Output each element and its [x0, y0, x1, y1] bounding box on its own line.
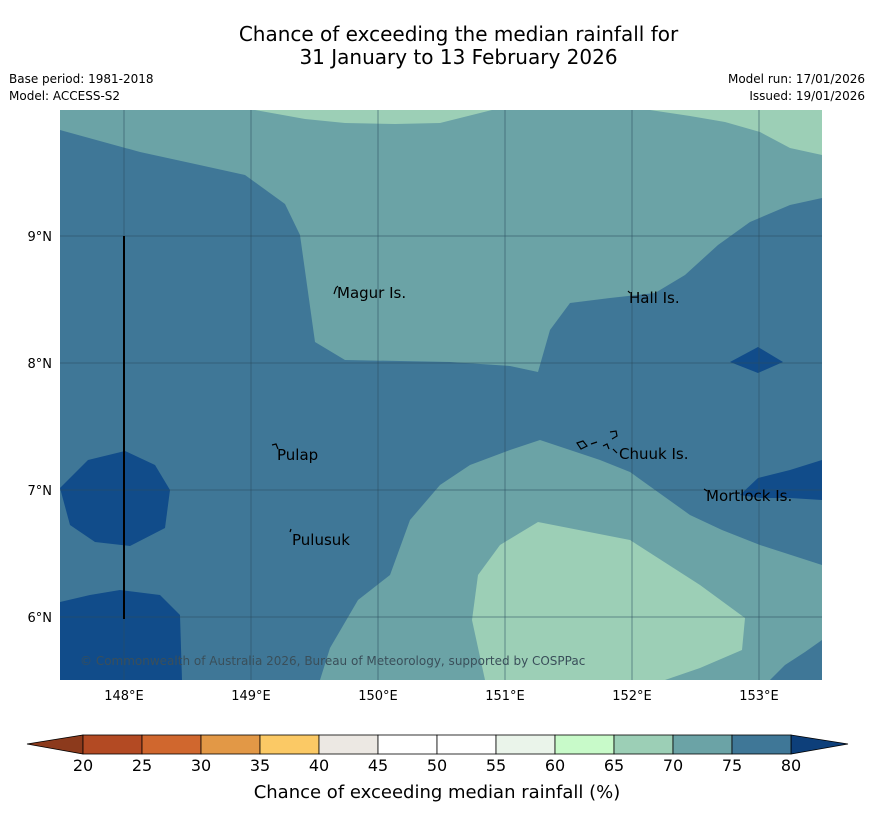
- region-65-70-north-east: [650, 110, 822, 155]
- model-run-text: Model run: 17/01/2026: [727, 72, 865, 86]
- colorbar-segment-20-25: [82, 734, 143, 755]
- meta-left: Base period: 1981-2018 Model: ACCESS-S2: [9, 71, 154, 105]
- region-80-plus-west: [60, 451, 170, 546]
- colorbar-tick-40: 40: [309, 756, 329, 775]
- colorbar-segment-60-65: [554, 734, 615, 755]
- colorbar-tick-20: 20: [73, 756, 93, 775]
- colorbar-segment-30-35: [200, 734, 261, 755]
- region-65-70-north-center: [255, 110, 492, 124]
- colorbar-tick-75: 75: [722, 756, 742, 775]
- magur-island-shape: [333, 285, 339, 295]
- colorbar: 20 25 30 35 40 45 50 55 60 65 70 75 80 Chance of exc…: [26, 734, 849, 803]
- pulusuk-island-shape: [289, 528, 292, 533]
- island-markers: [271, 285, 708, 533]
- colorbar-tick-45: 45: [368, 756, 388, 775]
- base-period-text: Base period: 1981-2018: [9, 72, 154, 86]
- colorbar-tick-55: 55: [486, 756, 506, 775]
- colorbar-tick-30: 30: [191, 756, 211, 775]
- lon-label-152e: 152°E: [612, 689, 652, 704]
- place-labels: Magur Is. Hall Is. Pulap Chuuk Is. Mortl…: [277, 284, 792, 549]
- label-pulusuk: Pulusuk: [292, 531, 350, 549]
- title-line-2: 31 January to 13 February 2026: [299, 45, 618, 69]
- label-hall: Hall Is.: [629, 289, 680, 307]
- lat-label-7n: 7°N: [28, 484, 53, 499]
- lat-labels: 9°N 8°N 7°N 6°N: [28, 230, 53, 626]
- meta-right: Model run: 17/01/2026 Issued: 19/01/2026: [728, 71, 865, 105]
- colorbar-tick-35: 35: [250, 756, 270, 775]
- lat-label-8n: 8°N: [28, 357, 53, 372]
- colorbar-under-arrow: [26, 734, 84, 755]
- lat-label-6n: 6°N: [28, 611, 53, 626]
- chart-title: Chance of exceeding the median rainfall …: [0, 23, 873, 69]
- lon-label-148e: 148°E: [104, 689, 144, 704]
- region-80-plus-east-diamond: [730, 347, 783, 373]
- colorbar-tick-50: 50: [427, 756, 447, 775]
- lon-label-150e: 150°E: [358, 689, 398, 704]
- colorbar-tick-25: 25: [132, 756, 152, 775]
- label-mortlock: Mortlock Is.: [706, 487, 792, 505]
- colorbar-ticks: 20 25 30 35 40 45 50 55 60 65 70 75 80: [73, 756, 801, 775]
- issued-text: Issued: 19/01/2026: [749, 89, 865, 103]
- colorbar-segment-55-60: [495, 734, 556, 755]
- label-magur: Magur Is.: [337, 284, 406, 302]
- region-65-70-south: [472, 522, 745, 680]
- lon-label-151e: 151°E: [485, 689, 525, 704]
- colorbar-tick-65: 65: [604, 756, 624, 775]
- colorbar-tick-70: 70: [663, 756, 683, 775]
- colorbar-segment-70-75: [672, 734, 733, 755]
- lat-label-9n: 9°N: [28, 230, 53, 245]
- title-line-1: Chance of exceeding the median rainfall …: [238, 22, 679, 46]
- colorbar-tick-80: 80: [781, 756, 801, 775]
- colorbar-segment-50-55: [436, 734, 497, 755]
- mortlock-island-shape: [703, 488, 708, 492]
- chuuk-lagoon-shape: [576, 430, 618, 454]
- label-pulap: Pulap: [277, 446, 318, 464]
- colorbar-segment-25-30: [141, 734, 202, 755]
- colorbar-segment-75-80: [731, 734, 792, 755]
- colorbar-title: Chance of exceeding median rainfall (%): [254, 782, 621, 803]
- region-75-80-south-east: [770, 640, 822, 680]
- lon-labels: 148°E 149°E 150°E 151°E 152°E 153°E: [104, 689, 779, 704]
- colorbar-segment-40-45: [318, 734, 379, 755]
- model-text: Model: ACCESS-S2: [9, 89, 121, 103]
- hall-island-shape: [627, 290, 631, 294]
- label-chuuk: Chuuk Is.: [619, 445, 688, 463]
- colorbar-segment-45-50: [377, 734, 438, 755]
- map-panel: Magur Is. Hall Is. Pulap Chuuk Is. Mortl…: [60, 110, 822, 680]
- lon-label-149e: 149°E: [231, 689, 271, 704]
- copyright-text: © Commonwealth of Australia 2026, Bureau…: [80, 654, 585, 668]
- region-80-plus-southwest: [60, 590, 182, 680]
- lon-label-153e: 153°E: [739, 689, 779, 704]
- colorbar-segment-65-70: [613, 734, 674, 755]
- colorbar-segment-35-40: [259, 734, 320, 755]
- colorbar-over-arrow: [790, 734, 849, 755]
- pulap-island-shape: [271, 443, 279, 450]
- colorbar-tick-60: 60: [545, 756, 565, 775]
- colorbar-segments: [82, 734, 792, 755]
